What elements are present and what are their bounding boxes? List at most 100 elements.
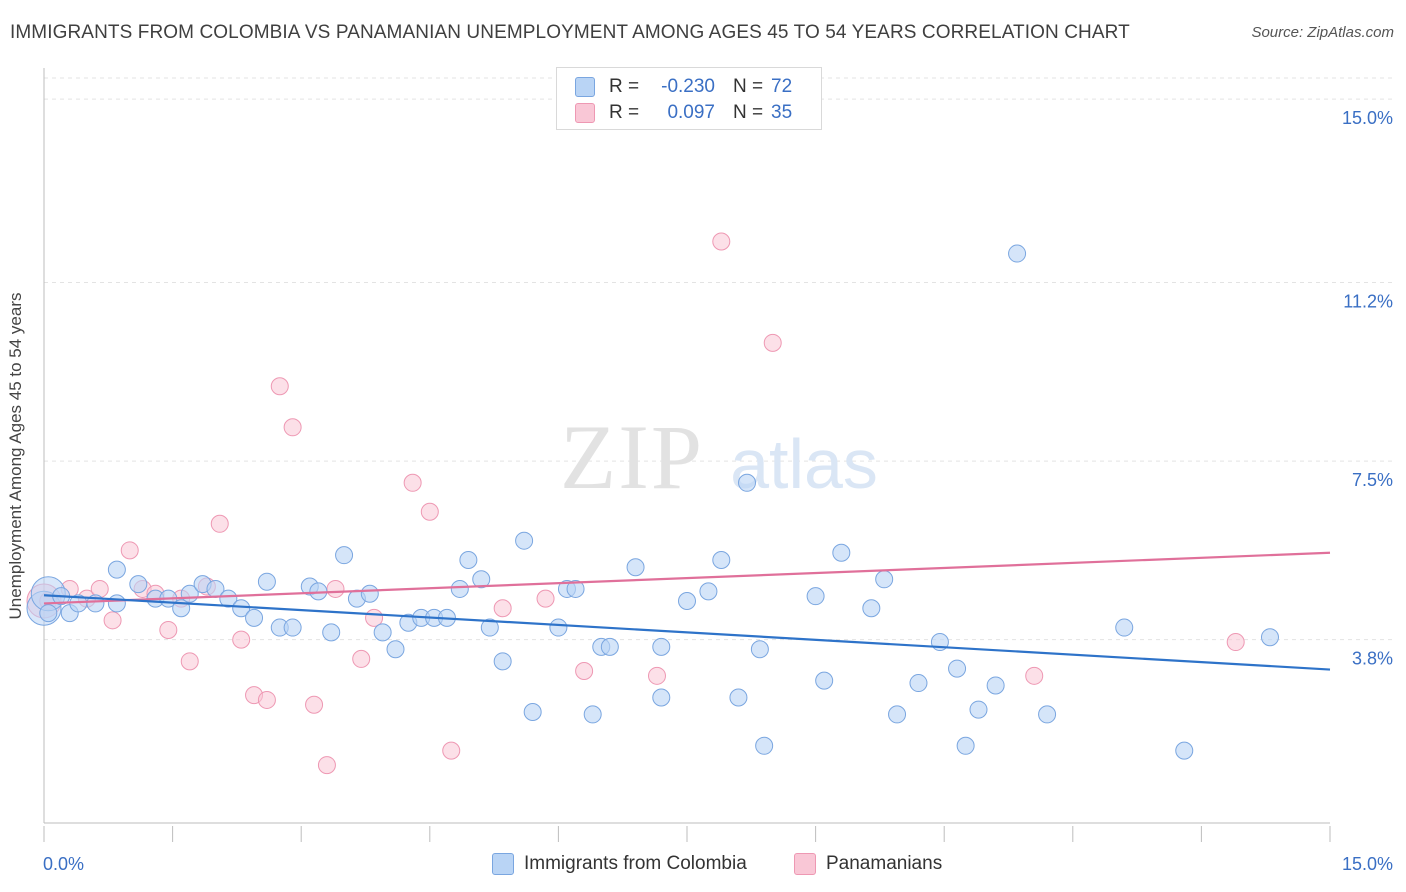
series-colombia [26, 244, 1279, 760]
data-point-pink [305, 695, 324, 714]
legend-swatch-pink [575, 103, 595, 123]
data-point-blue [472, 570, 491, 589]
data-point-blue [875, 570, 894, 589]
data-point-blue [583, 705, 602, 724]
data-point-blue [815, 671, 834, 690]
legend-n-value: 72 [771, 76, 793, 97]
data-point-pink [257, 690, 276, 709]
x-tick-label: 0.0% [43, 854, 84, 874]
data-point-blue [652, 688, 671, 707]
correlation-legend: R = -0.230 N = 72 R = 0.097 N = 35 [556, 67, 822, 130]
legend-swatch-blue [575, 77, 595, 97]
data-point-blue [1115, 618, 1134, 637]
data-point-pink [317, 756, 336, 775]
bottom-legend-swatch-blue [492, 853, 514, 875]
data-point-pink [270, 377, 289, 396]
data-point-pink [536, 589, 555, 608]
y-tick-label: 7.5% [1352, 470, 1393, 490]
data-point-blue [729, 688, 748, 707]
data-point-blue [322, 623, 341, 642]
data-point-blue [549, 618, 568, 637]
data-point-blue [335, 546, 354, 565]
data-point-blue [107, 594, 126, 613]
bottom-legend-colombia: Immigrants from Colombia [492, 851, 747, 877]
data-point-pink [712, 232, 731, 251]
data-point-blue [755, 736, 774, 755]
y-tick-label: 11.2% [1343, 292, 1393, 312]
legend-r-label: R = [609, 76, 640, 97]
data-point-blue [956, 736, 975, 755]
data-point-blue [1260, 628, 1279, 647]
data-point-blue [738, 473, 757, 492]
data-point-blue [232, 599, 251, 618]
legend-r-value: 0.097 [667, 102, 715, 123]
data-point-blue [678, 592, 696, 611]
data-point-blue [373, 623, 392, 642]
data-point-blue [257, 572, 276, 591]
bottom-legend-label: Panamanians [826, 853, 943, 874]
data-point-pink [352, 649, 371, 668]
watermark-atlas: atlas [730, 425, 878, 503]
data-point-pink [326, 579, 345, 598]
data-point-blue [480, 618, 499, 637]
data-point-blue [1038, 705, 1057, 724]
data-point-blue [459, 550, 478, 569]
chart-title: IMMIGRANTS FROM COLOMBIA VS PANAMANIAN U… [10, 22, 1130, 43]
data-point-pink [103, 611, 122, 630]
data-point-pink [1025, 666, 1044, 685]
data-point-blue [493, 652, 512, 671]
data-point-pink [159, 620, 178, 639]
data-point-blue [600, 637, 619, 656]
data-point-blue [450, 579, 469, 598]
data-point-pink [647, 666, 666, 685]
data-point-blue [626, 558, 645, 577]
trend-line-pink [43, 551, 1331, 605]
data-point-blue [107, 560, 126, 579]
data-point-blue [386, 640, 405, 659]
legend-row-colombia: R = -0.230 N = 72 [575, 75, 792, 99]
data-point-pink [120, 541, 139, 560]
data-point-blue [566, 579, 585, 598]
source-credit: Source: ZipAtlas.com [1251, 24, 1394, 41]
data-point-pink [283, 418, 302, 437]
data-point-blue [888, 705, 907, 724]
data-point-blue [245, 608, 264, 627]
data-point-blue [862, 599, 881, 618]
bottom-legend-panamanians: Panamanians [794, 851, 942, 877]
data-point-blue [283, 618, 302, 637]
data-point-blue [806, 587, 825, 606]
data-point-blue [712, 550, 731, 569]
x-tick-label: 15.0% [1342, 854, 1393, 874]
trend-lines [43, 551, 1331, 671]
data-point-blue [515, 531, 534, 550]
data-point-blue [832, 543, 851, 562]
data-point-blue [750, 640, 769, 659]
legend-n-label: N = [733, 102, 764, 123]
axes [43, 68, 1331, 842]
data-point-blue [699, 582, 718, 601]
data-point-blue [129, 575, 148, 594]
data-point-blue [360, 584, 379, 603]
trend-line-blue [43, 594, 1331, 671]
y-tick-label: 3.8% [1352, 649, 1393, 669]
y-tick-label: 15.0% [1342, 108, 1393, 128]
legend-n-value: 35 [771, 102, 793, 123]
data-point-pink [493, 599, 512, 618]
data-point-pink [763, 333, 782, 352]
data-point-pink [210, 514, 229, 533]
legend-r-value: -0.230 [661, 76, 715, 97]
data-point-blue [1175, 741, 1194, 760]
data-point-pink [1226, 633, 1245, 652]
watermark: ZIP atlas [560, 406, 878, 508]
data-point-pink [180, 652, 199, 671]
data-point-pink [232, 630, 251, 649]
data-point-blue [652, 637, 671, 656]
data-point-pink [420, 502, 439, 521]
tick-labels: 3.8% 7.5% 11.2% 15.0% 0.0% 15.0% [43, 108, 1393, 874]
legend-n-label: N = [733, 76, 764, 97]
data-point-blue [969, 700, 988, 719]
data-point-pink [442, 741, 461, 760]
bottom-legend-label: Immigrants from Colombia [524, 853, 747, 874]
data-point-blue [219, 589, 238, 608]
